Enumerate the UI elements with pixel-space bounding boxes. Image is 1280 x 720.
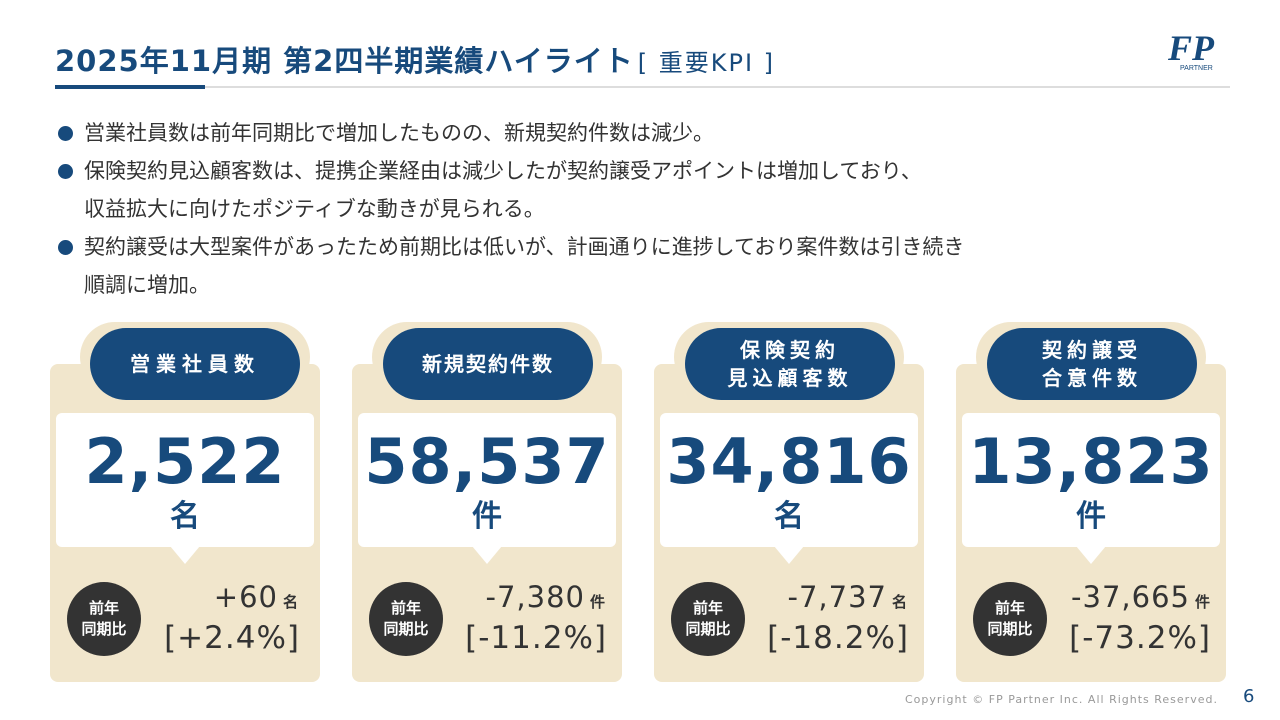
delta-unit: 件 [589,593,605,611]
kpi-label: 合意件数 [1042,366,1142,390]
kpi-value-box: 34,816 名 [660,413,918,547]
yoy-badge: 前年 同期比 [369,582,443,656]
callout-pointer [170,546,200,564]
kpi-percent: [-73.2%] [1069,620,1211,656]
delta-value: -7,380 [485,580,585,614]
bullet-dot-icon [58,126,73,141]
bullet-text: 契約譲受は大型案件があったため前期比は低いが、計画通りに進捗しており案件数は引き… [84,235,965,259]
kpi-label-pill: 新規契約件数 [383,328,593,400]
logo-subtext: PARTNER [1180,65,1213,72]
bullet-dot-icon [58,164,73,179]
kpi-label: 新規契約件数 [422,352,554,376]
kpi-delta: -7,380 件 [455,580,605,614]
kpi-unit: 件 [472,499,502,534]
yoy-badge: 前年 同期比 [67,582,141,656]
kpi-label-pill: 保険契約 見込顧客数 [685,328,895,400]
callout-pointer [774,546,804,564]
summary-bullets: 営業社員数は前年同期比で増加したものの、新規契約件数は減少。 保険契約見込顧客数… [58,114,1238,304]
title-subtitle: [ 重要KPI ] [637,49,776,77]
kpi-delta: +60 名 [148,580,298,614]
logo-text: FP [1167,28,1215,68]
bullet-dot-icon [58,240,73,255]
yoy-label: 同期比 [987,620,1033,638]
yoy-label: 前年 [692,599,723,617]
page-title: 2025年11月期 第2四半期業績ハイライト[ 重要KPI ] [55,38,775,80]
delta-unit: 件 [1194,593,1210,611]
delta-unit: 名 [282,593,298,611]
kpi-label: 保険契約 [740,338,840,362]
title-main: 2025年11月期 第2四半期業績ハイライト [55,44,634,78]
kpi-label-pill: 契約譲受 合意件数 [987,328,1197,400]
callout-pointer [1076,546,1106,564]
kpi-label-pill: 営業社員数 [90,328,300,400]
kpi-value: 13,823 [968,425,1214,498]
bullet-text-continued: 順調に増加。 [84,273,210,297]
bullet-item: 保険契約見込顧客数は、提携企業経由は減少したが契約譲受アポイントは増加しており、… [58,152,1238,228]
yoy-badge: 前年 同期比 [973,582,1047,656]
kpi-percent: [+2.4%] [164,620,300,656]
bullet-text: 保険契約見込顧客数は、提携企業経由は減少したが契約譲受アポイントは増加しており、 [84,159,922,183]
kpi-value: 34,816 [666,425,912,498]
kpi-delta: -37,665 件 [1060,580,1210,614]
yoy-label: 同期比 [685,620,731,638]
kpi-label: 見込顧客数 [727,366,853,390]
bullet-item: 契約譲受は大型案件があったため前期比は低いが、計画通りに進捗しており案件数は引き… [58,228,1238,304]
delta-value: -37,665 [1071,580,1190,614]
kpi-delta: -7,737 名 [757,580,907,614]
bullet-text-continued: 収益拡大に向けたポジティブな動きが見られる。 [84,197,545,221]
kpi-label: 営業社員数 [130,352,260,376]
title-divider-accent [55,85,205,89]
bullet-text: 営業社員数は前年同期比で増加したものの、新規契約件数は減少。 [84,121,714,145]
kpi-unit: 名 [774,499,804,534]
kpi-unit: 件 [1076,499,1106,534]
delta-value: -7,737 [787,580,887,614]
kpi-percent: [-11.2%] [465,620,607,656]
yoy-label: 前年 [88,599,119,617]
yoy-label: 同期比 [383,620,429,638]
kpi-value-box: 58,537 件 [358,413,616,547]
title-divider [55,86,1230,88]
yoy-badge: 前年 同期比 [671,582,745,656]
yoy-label: 同期比 [81,620,127,638]
kpi-unit: 名 [170,499,200,534]
bullet-item: 営業社員数は前年同期比で増加したものの、新規契約件数は減少。 [58,114,1238,152]
yoy-label: 前年 [390,599,421,617]
kpi-value-box: 2,522 名 [56,413,314,547]
kpi-value: 58,537 [364,425,610,498]
kpi-label: 契約譲受 [1042,338,1142,362]
delta-value: +60 [213,580,278,614]
page-number: 6 [1243,686,1255,707]
kpi-value-box: 13,823 件 [962,413,1220,547]
kpi-value: 2,522 [84,425,286,498]
kpi-percent: [-18.2%] [767,620,909,656]
yoy-label: 前年 [994,599,1025,617]
company-logo: FP PARTNER [1167,28,1215,72]
delta-unit: 名 [891,593,907,611]
copyright-text: Copyright © FP Partner Inc. All Rights R… [905,693,1218,706]
callout-pointer [472,546,502,564]
